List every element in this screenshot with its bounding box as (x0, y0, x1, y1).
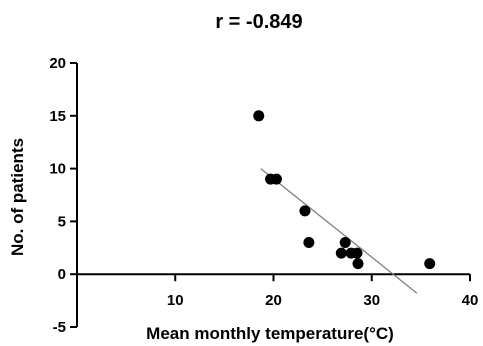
regression-line (260, 168, 418, 294)
x-tick-label: 40 (462, 292, 479, 309)
y-tick-label: 5 (58, 213, 66, 230)
x-tick-label: 30 (363, 292, 380, 309)
y-tick-label: 10 (49, 161, 66, 178)
x-axis: 10 20 30 40 (77, 273, 479, 309)
data-point (339, 237, 351, 249)
y-axis-label: No. of patients (8, 138, 27, 256)
regression-line-layer (260, 168, 418, 294)
data-point (253, 110, 265, 122)
data-point (335, 247, 347, 259)
chart-title: r = -0.849 (215, 11, 302, 33)
data-points (253, 110, 436, 270)
data-point (303, 237, 315, 249)
data-point (270, 173, 282, 185)
y-tick-label: 20 (49, 55, 66, 72)
data-point (351, 247, 363, 259)
y-tick-label: 15 (49, 108, 66, 125)
data-point (424, 258, 436, 270)
data-point (299, 205, 311, 217)
x-tick-label: 10 (167, 292, 184, 309)
x-tick-label: 20 (265, 292, 282, 309)
x-axis-label: Mean monthly temperature(°C) (146, 324, 394, 343)
y-axis: -5 0 5 10 15 20 (49, 55, 78, 336)
y-tick-label: -5 (53, 319, 66, 336)
y-tick-label: 0 (58, 266, 66, 283)
data-point (352, 258, 364, 270)
